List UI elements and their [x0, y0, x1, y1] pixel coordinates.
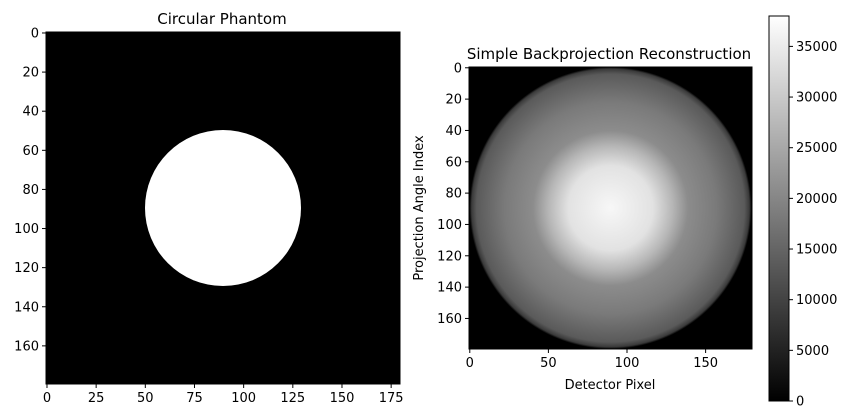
reconstruction-x-tick-label: 100 [615, 356, 640, 371]
phantom-x-tick-label: 100 [231, 391, 256, 406]
phantom-y-tick-label: 60 [22, 144, 39, 159]
reconstruction-x-tick-label: 0 [466, 356, 474, 371]
phantom-x-tick-label: 125 [280, 391, 305, 406]
reconstruction-y-tick-label: 140 [437, 281, 462, 296]
reconstruction-y-tick-label: 100 [437, 218, 462, 233]
phantom-x-tick-label: 50 [137, 391, 154, 406]
reconstruction-y-tick-label: 60 [445, 155, 462, 170]
colorbar-tick-label: 15000 [796, 243, 837, 258]
reconstruction-disc [469, 67, 752, 349]
phantom-x-tick-label: 75 [186, 391, 203, 406]
reconstruction-panel: Simple Backprojection Reconstruction 0 50… [412, 45, 753, 393]
colorbar-tick-label: 25000 [796, 141, 837, 156]
colorbar-ticks: 0 5000 10000 15000 20000 25000 30000 35000 [789, 40, 837, 410]
reconstruction-y-tick-label: 40 [445, 124, 462, 139]
colorbar-tick-label: 30000 [796, 91, 837, 106]
phantom-x-tick-label: 25 [88, 391, 105, 406]
reconstruction-y-tick-label: 160 [437, 312, 462, 327]
colorbar-gradient [768, 15, 790, 402]
phantom-y-ticks: 0 20 40 60 80 100 120 140 160 [14, 26, 46, 354]
reconstruction-y-tick-label: 20 [445, 93, 462, 108]
reconstruction-title: Simple Backprojection Reconstruction [467, 45, 751, 63]
colorbar-tick-label: 0 [796, 395, 804, 410]
reconstruction-y-tick-label: 120 [437, 249, 462, 264]
phantom-x-tick-label: 150 [330, 391, 355, 406]
phantom-panel: Circular Phantom 0 25 50 75 100 125 150 175 0 20… [14, 10, 403, 406]
phantom-x-ticks: 0 25 50 75 100 125 150 175 [43, 384, 404, 406]
colorbar-tick-label: 10000 [796, 293, 837, 308]
reconstruction-y-tick-label: 80 [445, 187, 462, 202]
phantom-y-tick-label: 0 [31, 26, 39, 41]
reconstruction-axes-frame [468, 66, 753, 350]
phantom-y-tick-label: 100 [14, 222, 39, 237]
colorbar-tick-label: 5000 [796, 344, 829, 359]
reconstruction-y-tick-label: 0 [454, 61, 462, 76]
phantom-title: Circular Phantom [157, 10, 286, 28]
phantom-axes-frame [45, 31, 401, 385]
phantom-y-tick-label: 120 [14, 261, 39, 276]
reconstruction-xlabel: Detector Pixel [565, 378, 656, 393]
reconstruction-y-ticks: 0 20 40 60 80 100 120 140 160 [437, 61, 469, 327]
reconstruction-x-tick-label: 50 [540, 356, 557, 371]
colorbar-tick-label: 35000 [796, 40, 837, 55]
phantom-x-tick-label: 175 [379, 391, 404, 406]
reconstruction-ylabel: Projection Angle Index [412, 135, 427, 281]
phantom-x-tick-label: 0 [43, 391, 51, 406]
colorbar: 0 5000 10000 15000 20000 25000 30000 35000 [768, 15, 837, 410]
phantom-y-tick-label: 160 [14, 339, 39, 354]
phantom-y-tick-label: 140 [14, 300, 39, 315]
reconstruction-x-tick-label: 150 [693, 356, 718, 371]
reconstruction-x-ticks: 0 50 100 150 [466, 349, 718, 371]
phantom-y-tick-label: 80 [22, 183, 39, 198]
phantom-y-tick-label: 40 [22, 105, 39, 120]
phantom-y-tick-label: 20 [22, 66, 39, 81]
colorbar-tick-label: 20000 [796, 192, 837, 207]
phantom-disc [145, 130, 301, 286]
